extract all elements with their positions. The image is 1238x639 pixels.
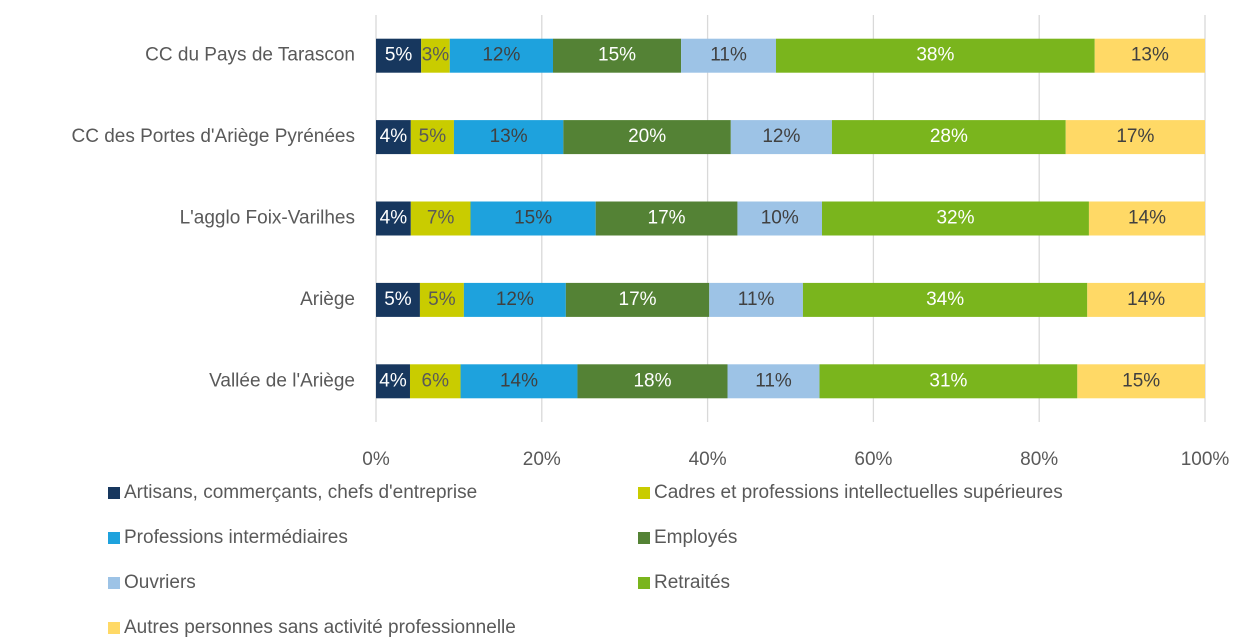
legend-label: Retraités: [654, 572, 730, 593]
data-label: 4%: [380, 208, 408, 229]
bar-segment: [822, 201, 1089, 236]
data-label: 11%: [755, 370, 792, 391]
data-label: 5%: [385, 45, 413, 66]
bar-segment: [1077, 364, 1205, 399]
bar-segment: [802, 282, 1088, 317]
y-tick-label: Vallée de l'Ariège: [209, 370, 355, 391]
bar-segment: [1065, 120, 1205, 155]
data-label: 5%: [428, 289, 456, 310]
legend-label: Employés: [654, 527, 737, 548]
legend-swatch: [638, 487, 650, 499]
data-label: 15%: [598, 45, 636, 66]
data-label: 28%: [930, 126, 968, 147]
bar-segment: [410, 120, 454, 155]
bar-segment: [681, 38, 776, 73]
bar-segment: [409, 364, 461, 399]
bar-segment: [463, 282, 566, 317]
bar-segment: [421, 38, 450, 73]
data-label: 17%: [1116, 126, 1154, 147]
data-label: 20%: [628, 126, 666, 147]
data-label: 15%: [1122, 370, 1160, 391]
data-label: 6%: [422, 370, 450, 391]
data-label: 32%: [936, 208, 974, 229]
data-label: 11%: [738, 289, 775, 310]
bar-segment: [831, 120, 1066, 155]
data-label: 17%: [648, 208, 686, 229]
y-tick-label: L'agglo Foix-Varilhes: [180, 208, 355, 229]
data-label: 34%: [926, 289, 964, 310]
data-label: 11%: [710, 45, 747, 66]
legend-swatch: [638, 577, 650, 589]
data-label: 13%: [490, 126, 528, 147]
x-tick-label: 100%: [1181, 449, 1230, 470]
data-label: 12%: [762, 126, 800, 147]
bar-segment: [709, 282, 803, 317]
bar-segment: [730, 120, 832, 155]
data-label: 5%: [419, 126, 447, 147]
data-label: 15%: [514, 208, 552, 229]
data-label: 14%: [1128, 208, 1166, 229]
data-label: 12%: [482, 45, 520, 66]
legend-swatch: [108, 577, 120, 589]
bar-segment: [1088, 201, 1205, 236]
y-tick-label: Ariège: [300, 289, 355, 310]
legend-swatch: [108, 622, 120, 634]
bar-segment: [419, 282, 464, 317]
x-tick-label: 60%: [854, 449, 892, 470]
data-label: 10%: [761, 208, 799, 229]
data-label: 13%: [1131, 45, 1169, 66]
bar-segment: [410, 201, 471, 236]
data-label: 4%: [379, 370, 407, 391]
bar-segment: [577, 364, 728, 399]
x-tick-label: 0%: [362, 449, 390, 470]
legend-label: Artisans, commerçants, chefs d'entrepris…: [124, 482, 477, 503]
bar-segment: [563, 120, 731, 155]
data-label: 3%: [422, 45, 450, 66]
data-label: 17%: [619, 289, 657, 310]
x-tick-label: 40%: [689, 449, 727, 470]
bar-segment: [1094, 38, 1205, 73]
data-label: 18%: [633, 370, 671, 391]
bar-segment: [595, 201, 738, 236]
bar-segment: [460, 364, 578, 399]
bar-segment: [449, 38, 553, 73]
x-tick-label: 80%: [1020, 449, 1058, 470]
bar-segment: [453, 120, 564, 155]
bar-segment: [552, 38, 682, 73]
bar-segment: [376, 38, 422, 73]
legend-label: Autres personnes sans activité professio…: [124, 617, 516, 638]
data-label: 5%: [384, 289, 412, 310]
legend-swatch: [108, 532, 120, 544]
data-label: 14%: [500, 370, 538, 391]
y-tick-label: CC des Portes d'Ariège Pyrénées: [72, 126, 356, 147]
bar-segment: [775, 38, 1095, 73]
data-label: 12%: [496, 289, 534, 310]
legend-label: Ouvriers: [124, 572, 196, 593]
bar-segment: [819, 364, 1078, 399]
legend-swatch: [108, 487, 120, 499]
bar-segment: [727, 364, 820, 399]
bar-segment: [565, 282, 710, 317]
bar-segment: [376, 120, 411, 155]
data-label: 14%: [1127, 289, 1165, 310]
bar-segment: [376, 282, 420, 317]
y-tick-label: CC du Pays de Tarascon: [145, 45, 355, 66]
bar-segment: [376, 364, 410, 399]
x-tick-label: 20%: [523, 449, 561, 470]
data-label: 7%: [427, 208, 455, 229]
legend-label: Cadres et professions intellectuelles su…: [654, 482, 1063, 503]
data-label: 4%: [380, 126, 408, 147]
bar-segment: [737, 201, 823, 236]
data-label: 38%: [916, 45, 954, 66]
data-label: 31%: [929, 370, 967, 391]
legend-label: Professions intermédiaires: [124, 527, 348, 548]
bar-segment: [470, 201, 596, 236]
bar-segment: [376, 201, 411, 236]
legend-swatch: [638, 532, 650, 544]
bar-segment: [1087, 282, 1205, 317]
